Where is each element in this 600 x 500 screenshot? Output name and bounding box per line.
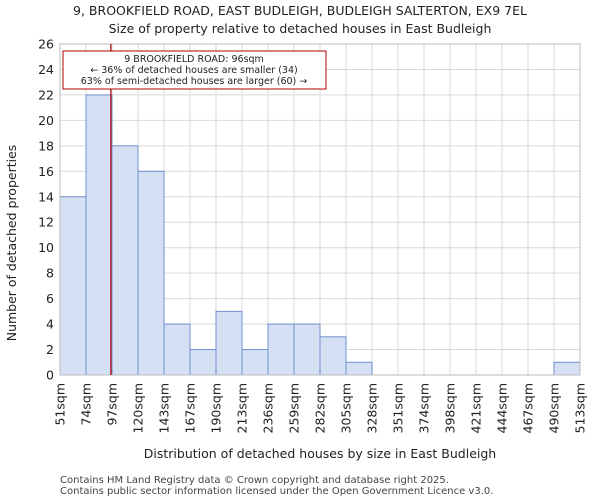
y-tick-label-0: 0 (46, 368, 54, 383)
y-tick-label-8: 8 (46, 266, 54, 281)
x-tick-label-213sqm: 213sqm (235, 383, 250, 433)
bar-143sqm (163, 323, 191, 376)
y-tick-label-24: 24 (38, 62, 54, 77)
bar-74sqm (85, 94, 113, 376)
x-tick-label-282sqm: 282sqm (313, 383, 328, 433)
plot-frame (59, 43, 581, 376)
bar-236sqm (267, 323, 295, 376)
footer-line1: Contains HM Land Registry data © Crown c… (60, 475, 449, 486)
bar-490sqm (553, 361, 581, 376)
x-tick-label-374sqm: 374sqm (417, 383, 432, 433)
x-tick-label-143sqm: 143sqm (157, 383, 172, 433)
y-tick-label-18: 18 (38, 138, 54, 153)
y-tick-label-6: 6 (46, 291, 54, 306)
annotation-line1: 9 BROOKFIELD ROAD: 96sqm (124, 54, 264, 65)
chart-title-line1: 9, BROOKFIELD ROAD, EAST BUDLEIGH, BUDLE… (73, 3, 527, 18)
y-tick-label-4: 4 (46, 317, 54, 332)
bar-213sqm (241, 349, 269, 376)
y-tick-label-22: 22 (38, 87, 54, 102)
x-tick-label-328sqm: 328sqm (365, 383, 380, 433)
x-tick-label-490sqm: 490sqm (547, 383, 562, 433)
x-tick-label-467sqm: 467sqm (521, 383, 536, 433)
x-tick-label-444sqm: 444sqm (495, 383, 510, 433)
bar-120sqm (137, 170, 165, 376)
bar-190sqm (215, 310, 243, 376)
x-tick-labels: 51sqm 74sqm 97sqm 120sqm 143sqm 167sqm 190sqm 2… (53, 383, 588, 433)
bar-259sqm (293, 323, 321, 376)
x-tick-label-398sqm: 398sqm (443, 383, 458, 433)
x-tick-label-421sqm: 421sqm (469, 383, 484, 433)
y-tick-label-16: 16 (38, 164, 54, 179)
x-tick-label-259sqm: 259sqm (287, 383, 302, 433)
bar-167sqm (189, 349, 217, 376)
x-tick-label-97sqm: 97sqm (105, 383, 120, 426)
bar-51sqm (59, 196, 87, 376)
annotation-frame (62, 50, 327, 90)
y-axis-label: Number of detached properties (4, 145, 19, 342)
x-tick-label-305sqm: 305sqm (339, 383, 354, 433)
y-tick-label-10: 10 (38, 240, 54, 255)
x-tick-label-190sqm: 190sqm (209, 383, 224, 433)
y-tick-label-12: 12 (38, 215, 54, 230)
footer-line2: Contains public sector information licen… (60, 486, 493, 497)
bar-282sqm (319, 336, 347, 376)
y-tick-label-14: 14 (38, 189, 54, 204)
x-tick-label-167sqm: 167sqm (183, 383, 198, 433)
x-tick-label-513sqm: 513sqm (573, 383, 588, 433)
annotation-line3: 63% of semi-detached houses are larger (… (81, 76, 308, 87)
y-tick-label-20: 20 (38, 113, 54, 128)
bar-97sqm (111, 145, 139, 376)
x-axis-label: Distribution of detached houses by size … (144, 446, 496, 461)
bar-layer (59, 94, 581, 376)
y-tick-label-26: 26 (38, 37, 54, 52)
x-tick-label-351sqm: 351sqm (391, 383, 406, 433)
bar-305sqm (345, 361, 373, 376)
chart-title-line2: Size of property relative to detached ho… (109, 21, 492, 36)
x-tick-label-51sqm: 51sqm (53, 383, 68, 426)
y-tick-label-2: 2 (46, 342, 54, 357)
x-tick-label-74sqm: 74sqm (79, 383, 94, 426)
x-tick-label-236sqm: 236sqm (261, 383, 276, 433)
annotation-box: 9 BROOKFIELD ROAD: 96sqm ← 36% of detach… (62, 50, 327, 90)
x-tick-label-120sqm: 120sqm (131, 383, 146, 433)
annotation-line2: ← 36% of detached houses are smaller (34… (90, 65, 297, 76)
